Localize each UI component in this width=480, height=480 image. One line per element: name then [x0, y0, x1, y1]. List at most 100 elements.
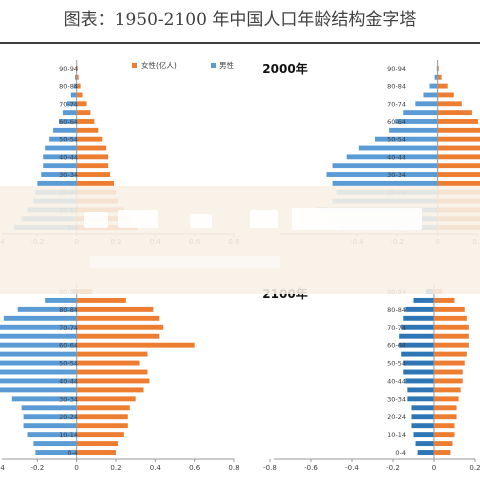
male-bar	[49, 136, 77, 142]
female-bar	[437, 92, 454, 98]
male-bar	[0, 387, 77, 393]
male-bar	[415, 101, 438, 107]
y-tick-label: 80-84	[387, 306, 406, 314]
female-bar	[434, 387, 461, 393]
female-bar	[76, 145, 107, 151]
male-bar	[21, 405, 77, 411]
female-bar	[437, 101, 462, 107]
female-bar	[437, 119, 478, 124]
x-tick-label: -0.2	[30, 464, 44, 472]
male-bar	[403, 315, 434, 321]
y-tick-label: 30-34	[59, 171, 78, 179]
page-title: 图表：1950-2100 年中国人口年龄结构金字塔	[63, 10, 417, 30]
male-bar	[332, 180, 438, 186]
male-bar	[0, 333, 77, 339]
male-bar	[401, 324, 434, 330]
y-tick-label: 40-44	[59, 153, 78, 161]
female-bar	[437, 65, 439, 71]
female-bar	[437, 172, 480, 177]
female-bar	[76, 369, 148, 375]
male-bar	[23, 423, 77, 429]
watermark-glyph	[118, 210, 158, 228]
male-bar	[73, 83, 77, 89]
female-bar	[434, 378, 463, 384]
female-bar	[76, 297, 126, 303]
male-bar	[0, 351, 77, 357]
y-tick-label: 60-64	[387, 118, 406, 126]
x-tick-label: 0.2	[110, 464, 121, 472]
male-bar	[37, 180, 77, 186]
watermark-overlay	[0, 186, 480, 294]
male-bar	[411, 414, 434, 420]
female-bar	[76, 180, 115, 186]
male-bar	[403, 369, 434, 375]
x-tick-label: 0.2	[469, 464, 480, 472]
y-tick-label: 60-64	[387, 342, 406, 350]
watermark-glyph	[90, 256, 280, 268]
male-bar	[27, 432, 77, 438]
female-bar	[434, 369, 463, 375]
female-bar	[76, 441, 118, 447]
female-bar	[76, 351, 148, 357]
y-tick-label: 50-54	[59, 136, 78, 144]
male-bar	[423, 92, 438, 98]
y-tick-label: 70-74	[387, 324, 406, 332]
female-bar	[434, 297, 455, 303]
female-bar	[76, 342, 195, 348]
male-bar	[33, 441, 77, 447]
male-bar	[17, 306, 77, 312]
female-bar	[76, 432, 124, 438]
y-tick-label: 40-44	[387, 377, 406, 385]
female-bar	[434, 396, 459, 402]
female-bar	[434, 342, 469, 348]
legend-label-male: 男性	[219, 60, 234, 70]
y-tick-label: 50-54	[387, 136, 406, 144]
x-tick-label: 0	[74, 464, 78, 472]
y-tick-label: 30-34	[387, 171, 406, 179]
y-tick-label: 70-74	[387, 100, 406, 108]
y-tick-label: 50-54	[387, 360, 406, 368]
y-tick-label: 80-84	[59, 83, 78, 91]
female-bar	[437, 74, 442, 80]
x-tick-label: -0.8	[263, 464, 277, 472]
female-bar	[437, 136, 480, 142]
female-bar	[76, 136, 103, 142]
y-tick-label: 80-84	[387, 83, 406, 91]
male-bar	[70, 92, 77, 98]
female-bar	[76, 154, 109, 160]
female-bar	[76, 378, 150, 384]
y-tick-label: 30-34	[59, 395, 78, 403]
x-tick-label: 0.6	[189, 464, 201, 472]
male-bar	[0, 369, 77, 375]
x-tick-label: 0	[432, 464, 436, 472]
male-bar	[0, 360, 77, 366]
male-bar	[405, 378, 434, 384]
y-tick-label: 0-4	[395, 449, 406, 457]
male-bar	[43, 154, 77, 160]
male-bar	[62, 110, 77, 116]
male-bar	[395, 119, 438, 124]
y-tick-label: 60-64	[59, 342, 78, 350]
y-tick-label: 70-74	[59, 324, 78, 332]
y-tick-label: 20-24	[59, 413, 78, 421]
y-tick-label: 50-54	[59, 360, 78, 368]
male-bar	[45, 297, 77, 303]
male-bar	[417, 450, 434, 455]
y-tick-label: 10-14	[59, 431, 78, 439]
female-bar	[437, 145, 480, 151]
male-bar	[53, 127, 77, 133]
female-bar	[434, 423, 455, 429]
male-bar	[403, 360, 434, 366]
female-bar	[434, 414, 457, 420]
male-bar	[434, 74, 438, 80]
male-bar	[35, 450, 77, 455]
female-bar	[76, 101, 87, 107]
female-bar	[76, 306, 154, 312]
female-bar	[76, 74, 79, 80]
male-bar	[407, 387, 434, 393]
female-bar	[434, 432, 455, 438]
x-tick-label: 0.4	[150, 464, 162, 472]
male-bar	[411, 405, 434, 411]
y-tick-label: 80-84	[59, 306, 78, 314]
female-bar	[76, 360, 140, 366]
